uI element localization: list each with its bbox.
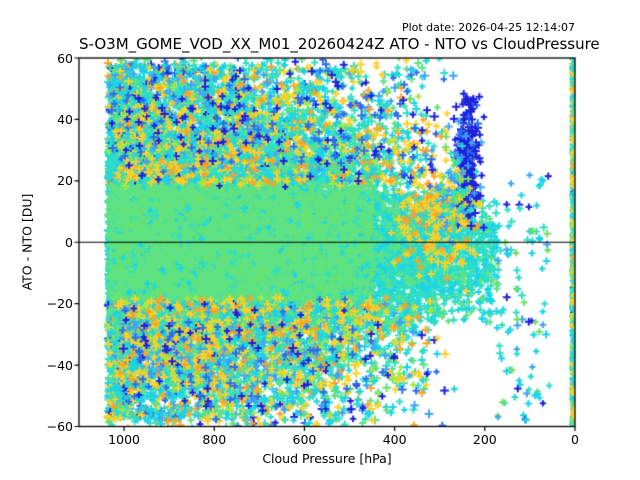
- plot-date-annotation: Plot date: 2026-04-25 12:14:07: [401, 21, 575, 34]
- x-tick-label: 200: [472, 432, 497, 447]
- y-tick-label: 0: [65, 234, 73, 250]
- y-tick-label: 40: [57, 111, 73, 127]
- x-tick-label: 400: [382, 432, 407, 447]
- y-tick-label: −40: [46, 357, 73, 373]
- y-tick-label: −60: [46, 419, 73, 434]
- chart-title: S-O3M_GOME_VOD_XX_M01_20260424Z ATO - NT…: [79, 35, 600, 53]
- x-axis-label: Cloud Pressure [hPa]: [262, 451, 392, 466]
- y-tick-label: 60: [57, 50, 73, 66]
- y-tick-label: −20: [46, 296, 73, 312]
- x-tick-label: 800: [202, 432, 227, 447]
- y-tick-label: 20: [57, 173, 73, 189]
- x-tick-label: 1000: [108, 432, 140, 447]
- x-tick-label: 0: [571, 432, 579, 447]
- x-tick-label: 600: [292, 432, 317, 447]
